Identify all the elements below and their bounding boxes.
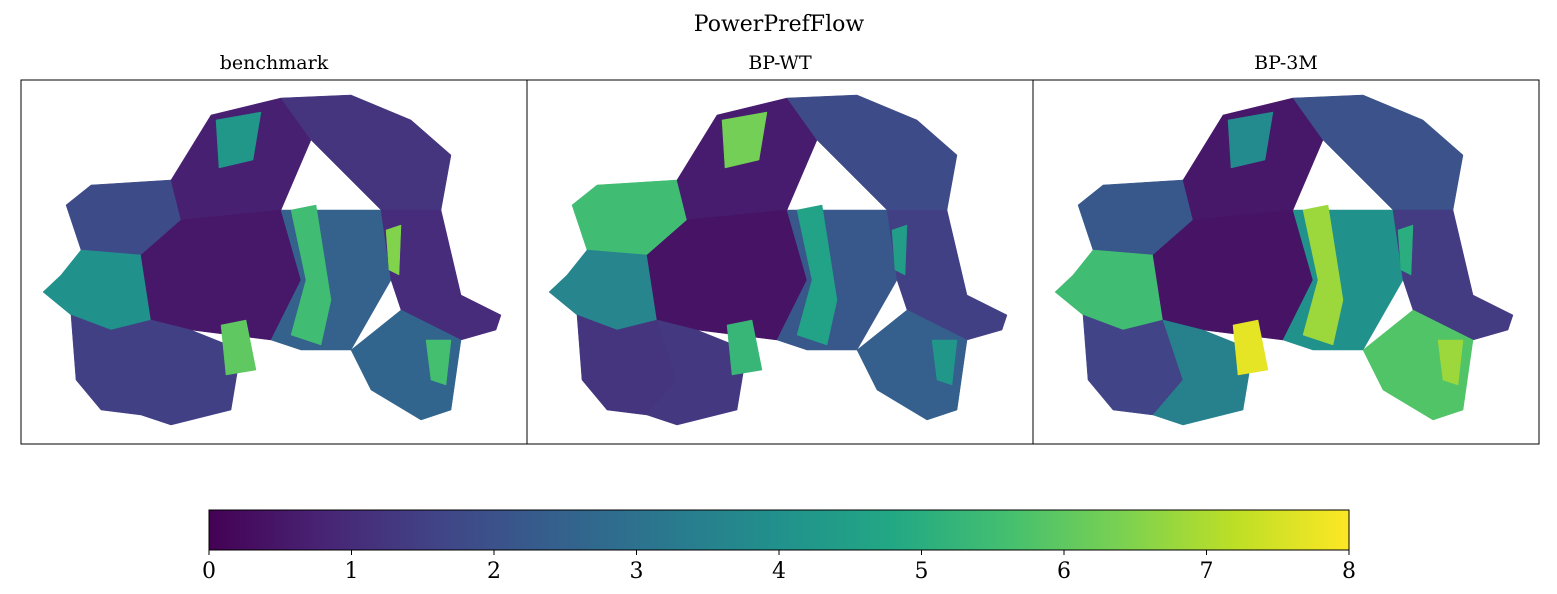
region — [856, 309, 968, 421]
region — [548, 249, 658, 331]
region — [726, 319, 763, 376]
region — [1227, 111, 1274, 169]
panel-frame — [1032, 79, 1540, 445]
colorbar — [208, 509, 1350, 551]
map-panel: BP-3M — [1032, 52, 1540, 445]
region — [646, 319, 748, 426]
colorbar-tick-label: 6 — [1057, 559, 1071, 584]
region — [721, 111, 768, 169]
region — [1437, 339, 1464, 386]
region — [796, 204, 838, 346]
region — [425, 339, 452, 386]
colorbar-tick-label: 5 — [915, 559, 929, 584]
region — [886, 209, 1008, 341]
region — [280, 94, 452, 211]
region — [931, 339, 958, 386]
region — [290, 204, 332, 346]
region — [380, 209, 502, 341]
region — [350, 309, 462, 421]
region — [1152, 319, 1254, 426]
panel-title: BP-3M — [1254, 52, 1318, 74]
region — [1302, 204, 1344, 346]
colorbar-tick-label: 3 — [630, 559, 644, 584]
region — [1392, 209, 1514, 341]
region — [1362, 309, 1474, 421]
panel-title: BP-WT — [748, 52, 812, 74]
figure-title: PowerPrefFlow — [694, 12, 865, 37]
map-panel: BP-WT — [526, 52, 1034, 445]
colorbar-tick-label: 0 — [202, 559, 216, 584]
region — [140, 319, 242, 426]
region — [786, 94, 958, 211]
region — [1232, 319, 1269, 376]
region — [1054, 249, 1164, 331]
region — [215, 111, 262, 169]
colorbar-tick-label: 8 — [1342, 559, 1356, 584]
region — [891, 224, 908, 276]
region — [220, 319, 257, 376]
colorbar-tick-label: 7 — [1200, 559, 1214, 584]
colorbar-tick-label: 4 — [772, 559, 786, 584]
colorbar-tick-label: 1 — [345, 559, 359, 584]
region — [42, 249, 152, 331]
region — [385, 224, 402, 276]
region — [1292, 94, 1464, 211]
colorbar-tick-label: 2 — [487, 559, 501, 584]
panel-title: benchmark — [220, 52, 329, 74]
map-panel: benchmark — [20, 52, 528, 445]
region — [1397, 224, 1414, 276]
